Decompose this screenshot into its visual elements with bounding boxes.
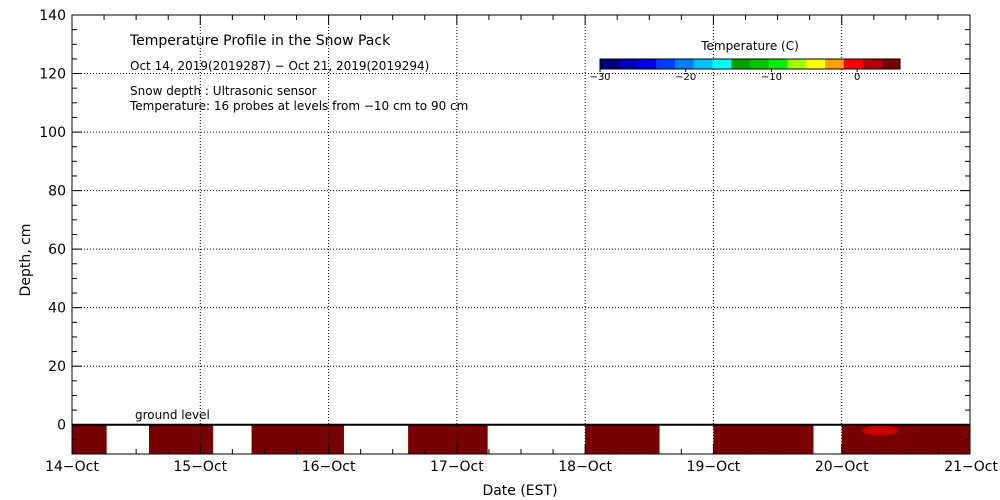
y-tick-label-5: 100 [39, 125, 66, 141]
x-tick-label-4: 18−Oct [558, 459, 612, 475]
ground-temp-block-2 [251, 424, 344, 454]
x-tick-label-2: 16−Oct [302, 459, 356, 475]
y-tick-label-4: 80 [48, 184, 66, 200]
colorbar-segment-4 [675, 59, 695, 69]
colorbar-tick-label-3: 0 [854, 72, 860, 83]
y-axis-label: Depth, cm [18, 224, 34, 297]
ground-temp-block-5 [713, 424, 814, 454]
x-tick-label-0: 14−Oct [45, 459, 99, 475]
colorbar-frame [599, 58, 901, 70]
ground-level-label: ground level [135, 408, 210, 422]
ground-temp-block-3 [408, 424, 488, 454]
y-tick-label-6: 120 [39, 67, 66, 83]
colorbar-segment-5 [693, 59, 713, 69]
colorbar-title: Temperature (C) [700, 39, 799, 53]
colorbar-tick-label-1: −20 [675, 72, 696, 83]
colorbar-segment-3 [656, 59, 676, 69]
note-snow-depth: Snow depth : Ultrasonic sensor [130, 84, 317, 98]
note-temperature-probes: Temperature: 16 probes at levels from −1… [129, 99, 468, 113]
colorbar-tick-label-0: −30 [589, 72, 610, 83]
colorbar-segment-15 [881, 59, 901, 69]
colorbar-segment-7 [731, 59, 751, 69]
warm-spot [862, 425, 899, 436]
ground-temp-block-4 [585, 424, 660, 454]
colorbar: −30 −20 −10 0 [589, 58, 901, 83]
colorbar-segment-11 [806, 59, 826, 69]
x-tick-label-7: 21−Oct [944, 459, 998, 475]
y-tick-label-2: 40 [48, 301, 66, 317]
y-tick-label-7: 140 [39, 8, 66, 24]
y-tick-label-1: 20 [48, 359, 66, 375]
chart-subtitle: Oct 14, 2019(2019287) − Oct 21, 2019(201… [130, 59, 429, 73]
y-tick-label-0: 0 [57, 418, 66, 434]
colorbar-segment-2 [637, 59, 657, 69]
plot-frame [71, 14, 971, 455]
chart-title: Temperature Profile in the Snow Pack [129, 33, 391, 49]
colorbar-segment-1 [618, 59, 638, 69]
x-tick-label-6: 20−Oct [815, 459, 869, 475]
plot-layer [72, 424, 970, 454]
ground-temp-block-1 [148, 424, 214, 454]
colorbar-segment-6 [712, 59, 732, 69]
colorbar-segment-8 [750, 59, 770, 69]
colorbar-segment-14 [862, 59, 882, 69]
y-tick-label-3: 60 [48, 242, 66, 258]
colorbar-segment-9 [768, 59, 788, 69]
axes-layer: 0 20 40 60 80 100 120 140 14−Oct 15−Oct 16−Oct 17−O… [39, 8, 998, 475]
colorbar-segment-12 [825, 59, 845, 69]
colorbar-segment-0 [600, 59, 620, 69]
x-axis-label: Date (EST) [482, 483, 557, 499]
ground-temp-block-0 [72, 424, 107, 454]
x-tick-label-1: 15−Oct [173, 459, 227, 475]
colorbar-tick-label-2: −10 [761, 72, 782, 83]
x-tick-label-3: 17−Oct [430, 459, 484, 475]
colorbar-segment-10 [787, 59, 807, 69]
x-tick-label-5: 19−Oct [687, 459, 741, 475]
colorbar-segment-13 [843, 59, 863, 69]
